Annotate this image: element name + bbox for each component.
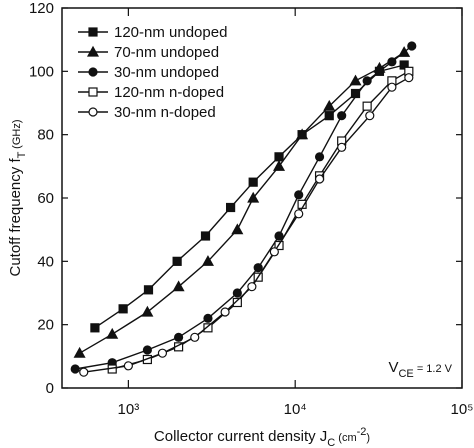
marker: [323, 99, 336, 111]
legend-marker: [88, 27, 98, 37]
marker: [337, 111, 347, 121]
marker: [232, 297, 242, 308]
marker: [200, 231, 211, 241]
legend-label: 120-nm n-doped: [114, 84, 224, 101]
x-axis-label-part: (cm: [335, 432, 356, 444]
marker: [362, 101, 372, 111]
marker: [247, 191, 260, 203]
marker: [232, 288, 242, 298]
y-tick-label: 20: [37, 317, 54, 334]
annotation-part: CE: [398, 368, 413, 380]
y-axis-label-part: T: [16, 151, 28, 158]
marker: [314, 152, 325, 162]
legend-marker: [88, 87, 98, 97]
y-tick-label: 80: [37, 127, 54, 144]
y-axis-label-part: (GHz): [11, 119, 23, 151]
marker: [314, 174, 325, 184]
y-tick-label: 0: [46, 380, 54, 397]
marker: [90, 323, 100, 333]
marker: [365, 111, 375, 121]
series-line: [83, 77, 410, 373]
marker: [231, 223, 244, 235]
marker: [190, 332, 200, 342]
legend-label: 30-nm undoped: [114, 64, 219, 81]
y-tick-label: 60: [37, 190, 54, 207]
marker: [172, 280, 185, 292]
legend-marker: [86, 45, 100, 57]
legend-label: 120-nm undoped: [114, 24, 227, 41]
marker: [274, 231, 284, 241]
x-tick-label: 10⁵: [451, 401, 474, 418]
marker: [337, 142, 347, 152]
marker: [248, 177, 258, 187]
x-axis-label: Collector current density JC (cm-2): [154, 426, 370, 448]
x-axis-label-part: C: [327, 437, 335, 448]
marker: [220, 307, 230, 317]
marker: [294, 190, 304, 200]
marker: [324, 111, 334, 121]
marker: [73, 346, 86, 358]
legend-marker: [88, 107, 98, 117]
y-axis-label-part: Cutoff frequency f: [7, 158, 24, 277]
marker: [274, 152, 284, 162]
y-tick-label: 40: [37, 253, 54, 270]
annotation-part: V: [388, 359, 398, 376]
marker: [173, 332, 184, 342]
marker: [404, 73, 414, 83]
marker: [387, 57, 397, 67]
marker: [142, 345, 152, 355]
marker: [349, 74, 362, 86]
marker: [201, 255, 214, 266]
annotation-part: = 1.2 V: [414, 363, 453, 375]
legend-label: 70-nm undoped: [114, 44, 219, 61]
marker: [399, 60, 409, 70]
legend-label: 30-nm n-doped: [114, 104, 216, 121]
y-tick-label: 120: [29, 0, 54, 17]
annotation: VCE = 1.2 V: [388, 359, 452, 380]
y-axis-label: Cutoff frequency fT (GHz): [7, 119, 28, 276]
marker: [70, 364, 80, 374]
marker: [123, 361, 133, 371]
marker: [79, 367, 89, 377]
marker: [269, 247, 279, 257]
marker: [247, 282, 257, 292]
marker: [143, 285, 154, 295]
x-tick-label: 10³: [118, 401, 140, 418]
x-axis-label-part: ): [366, 432, 370, 444]
marker: [106, 327, 119, 339]
x-axis-label-part: -2: [357, 426, 367, 438]
x-tick-label: 10⁴: [284, 401, 307, 418]
y-tick-label: 100: [29, 63, 54, 80]
marker: [294, 209, 304, 219]
marker: [157, 348, 168, 358]
marker: [203, 323, 213, 333]
marker: [203, 313, 213, 323]
marker: [225, 202, 236, 213]
marker: [172, 256, 182, 266]
marker: [141, 305, 154, 317]
marker: [296, 128, 309, 140]
marker: [118, 304, 128, 314]
marker: [407, 41, 417, 51]
marker: [273, 160, 286, 171]
series-line: [75, 45, 413, 370]
legend-marker: [88, 67, 98, 77]
x-axis-label-part: Collector current density J: [154, 428, 327, 445]
marker: [362, 76, 372, 86]
marker: [387, 82, 397, 92]
marker: [253, 263, 263, 273]
